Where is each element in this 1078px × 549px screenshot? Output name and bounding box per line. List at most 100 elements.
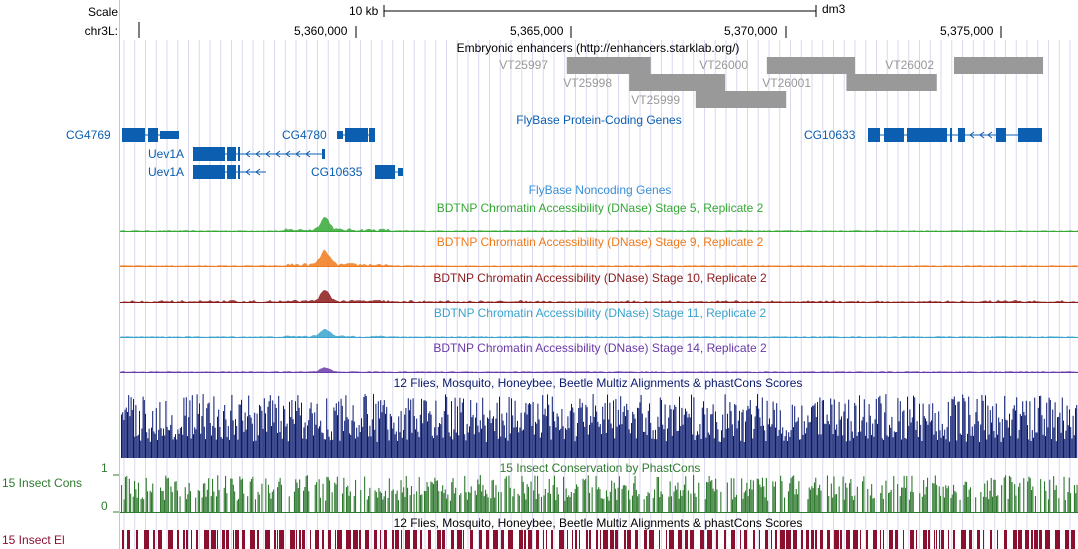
conserved-element: [806, 530, 809, 549]
multiz-bar: [685, 408, 686, 458]
phastcons-bar: [167, 477, 169, 512]
multiz-bar: [659, 397, 661, 458]
phastcons-bar: [1063, 476, 1065, 512]
conserved-element: [395, 530, 399, 549]
multiz-track-title[interactable]: 12 Flies, Mosquito, Honeybee, Beetle Mul…: [393, 376, 803, 390]
enhancer-label[interactable]: VT25999: [631, 93, 680, 107]
enhancer-label[interactable]: VT25997: [499, 58, 548, 72]
multiz-bar: [634, 418, 636, 458]
phastcons-bar: [486, 493, 488, 512]
multiz-bar: [363, 396, 365, 458]
multiz-bar: [1055, 441, 1057, 458]
enhancer-label[interactable]: VT26000: [699, 58, 748, 72]
phastcons-bar: [550, 493, 552, 512]
multiz-bar: [915, 429, 917, 458]
multiz-bar: [865, 435, 866, 458]
phastcons-bar: [787, 491, 789, 512]
phastcons-bar: [621, 488, 623, 512]
multiz-bar: [1058, 416, 1060, 458]
phastcons-bar: [631, 495, 633, 512]
multiz-bar: [201, 416, 203, 458]
elements-side-label[interactable]: 15 Insect El: [2, 533, 65, 547]
multiz-bar: [610, 423, 612, 458]
multiz-bar: [122, 412, 124, 458]
multiz-bar: [356, 427, 358, 458]
multiz-bar: [494, 431, 496, 458]
multiz-bar: [778, 429, 780, 458]
dnase-track-title[interactable]: BDTNP Chromatin Accessibility (DNase) St…: [436, 201, 764, 215]
multiz-bar: [143, 400, 145, 458]
multiz-bar: [250, 417, 252, 458]
enhancer-label[interactable]: VT26001: [762, 76, 811, 90]
enhancer-label[interactable]: VT25998: [563, 76, 612, 90]
multiz-bar: [722, 414, 724, 458]
multiz-bar: [1040, 395, 1042, 458]
gene-label[interactable]: CG10633: [804, 128, 856, 142]
phastcons-bar: [1040, 479, 1042, 512]
dnase-track-title[interactable]: BDTNP Chromatin Accessibility (DNase) St…: [436, 235, 764, 249]
multiz-bar: [910, 422, 912, 458]
multiz-bar: [831, 404, 833, 458]
multiz-bar: [1017, 438, 1019, 458]
gene-label[interactable]: Uev1A: [148, 165, 185, 179]
multiz-bar: [916, 421, 918, 458]
dnase-track-title[interactable]: BDTNP Chromatin Accessibility (DNase) St…: [433, 341, 767, 355]
multiz-bar: [734, 404, 736, 458]
multiz-bar: [511, 398, 512, 458]
phastcons-bar: [345, 487, 347, 512]
multiz-bar: [181, 426, 182, 458]
dnase-track-title[interactable]: BDTNP Chromatin Accessibility (DNase) St…: [433, 306, 767, 320]
gene-label[interactable]: CG4769: [66, 128, 111, 142]
phastcons-bar: [416, 491, 418, 512]
multiz-bar: [327, 429, 329, 458]
phastcons-bar: [252, 476, 254, 512]
multiz-bar: [178, 433, 180, 458]
multiz-bar: [1006, 420, 1008, 458]
phastcons-bar: [616, 499, 618, 512]
multiz-bar: [988, 434, 990, 458]
phastcons-bar: [698, 482, 700, 512]
multiz-bar: [338, 401, 340, 458]
phastcons-bar: [171, 491, 173, 512]
multiz-bar: [521, 430, 523, 458]
phastcons-bar: [418, 477, 420, 512]
enhancer-label[interactable]: VT26002: [885, 58, 934, 72]
conserved-element: [136, 530, 138, 549]
phastcons-bar: [329, 480, 331, 512]
phastcons-bar: [123, 499, 125, 512]
gene-label[interactable]: CG10635: [311, 165, 363, 179]
conserved-element: [1055, 530, 1060, 549]
multiz-bar: [710, 414, 712, 458]
phastcons-bar: [845, 483, 847, 512]
multiz-bar: [785, 430, 787, 458]
phastcons-side-label[interactable]: 15 Insect Cons: [2, 476, 83, 490]
dnase-track-title[interactable]: BDTNP Chromatin Accessibility (DNase) St…: [433, 271, 767, 285]
phastcons-bar: [882, 498, 884, 512]
elements-track-title[interactable]: 12 Flies, Mosquito, Honeybee, Beetle Mul…: [393, 516, 803, 530]
phastcons-bar: [808, 487, 810, 512]
multiz-bar: [793, 427, 794, 458]
phastcons-bar: [403, 487, 405, 512]
phastcons-bar: [481, 491, 483, 512]
phastcons-bar: [179, 496, 181, 512]
multiz-bar: [176, 439, 178, 458]
multiz-bar: [677, 430, 679, 458]
multiz-bar: [271, 426, 272, 458]
conserved-element: [302, 530, 305, 549]
phastcons-bar: [1029, 478, 1031, 512]
multiz-bar: [737, 420, 739, 458]
multiz-bar: [323, 439, 325, 458]
protein-genes-track-title[interactable]: FlyBase Protein-Coding Genes: [516, 113, 682, 127]
phastcons-bar: [349, 491, 351, 512]
conserved-element: [953, 530, 955, 549]
multiz-bar: [679, 396, 680, 458]
noncoding-genes-track-title[interactable]: FlyBase Noncoding Genes: [528, 183, 672, 197]
phastcons-bar: [932, 483, 934, 512]
phastcons-track-title[interactable]: 15 Insect Conservation by PhastCons: [499, 461, 701, 475]
enhancer-track-title[interactable]: Embryonic enhancers (http://enhancers.st…: [456, 41, 740, 55]
multiz-bar: [411, 432, 413, 458]
gene-label[interactable]: Uev1A: [148, 147, 185, 161]
gene-label[interactable]: CG4780: [282, 128, 327, 142]
multiz-bar: [1057, 417, 1058, 458]
